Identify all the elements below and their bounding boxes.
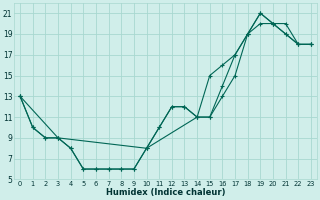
X-axis label: Humidex (Indice chaleur): Humidex (Indice chaleur) xyxy=(106,188,225,197)
